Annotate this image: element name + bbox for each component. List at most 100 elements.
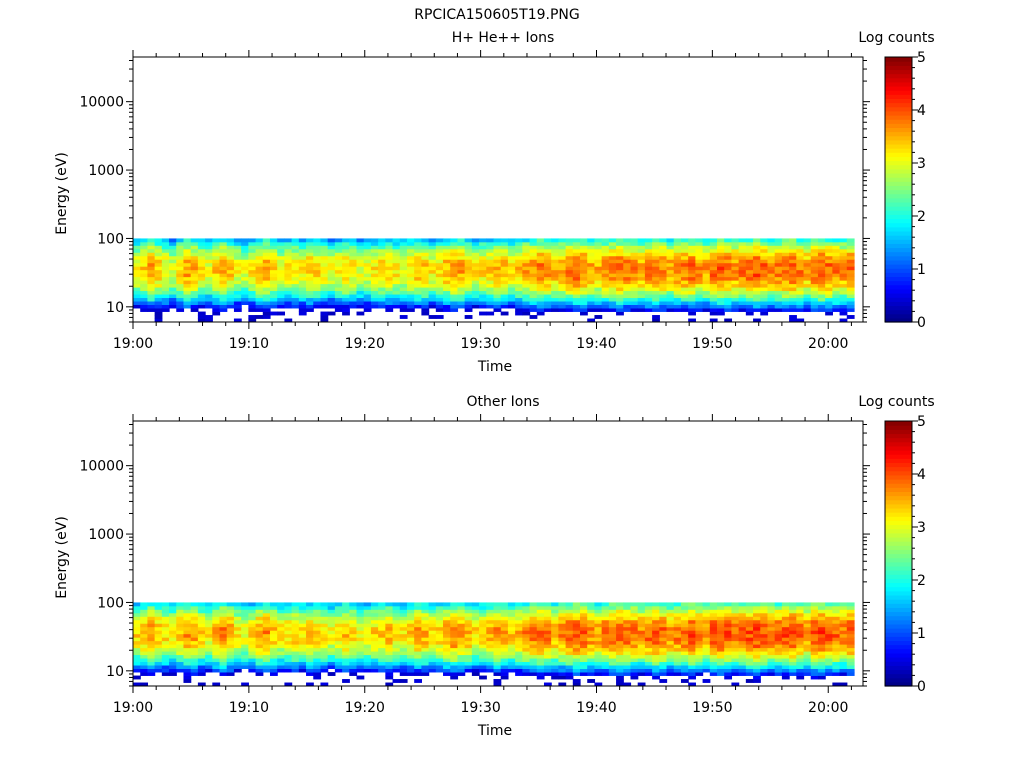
panel1-energy-cell <box>623 280 632 285</box>
panel2-energy-cell <box>320 630 329 635</box>
panel1-energy-cell <box>406 308 415 312</box>
panel2-energy-cell <box>529 665 538 669</box>
panel1-energy-cell <box>558 297 567 302</box>
panel2-energy-cell <box>363 623 372 628</box>
panel2-energy-cell <box>543 605 552 610</box>
panel1-energy-cell <box>623 308 632 312</box>
panel1-energy-cell <box>342 248 350 253</box>
panel1-energy-cell <box>817 255 826 260</box>
panel1-energy-cell <box>161 238 170 243</box>
panel1-energy-cell <box>255 241 264 246</box>
panel2-energy-cell <box>140 630 149 635</box>
panel1-energy-cell <box>421 297 430 302</box>
panel1-energy-cell <box>753 294 761 299</box>
panel1-energy-cell <box>580 255 588 260</box>
panel1-energy-cell <box>637 241 646 246</box>
panel1-energy-cell <box>277 266 286 271</box>
panel1-energy-cell <box>183 245 192 250</box>
panel2-energy-cell <box>161 651 170 656</box>
panel1-energy-cell <box>587 255 596 260</box>
panel2-energy-cell <box>702 630 711 635</box>
panel1-energy-cell <box>695 301 704 305</box>
panel1-energy-cell <box>731 241 740 246</box>
panel1-energy-cell <box>587 276 596 281</box>
panel1-energy-cell <box>241 269 249 274</box>
panel2-energy-cell <box>839 665 848 669</box>
panel2-energy-cell <box>616 665 624 669</box>
panel1-colorbar-segment <box>885 293 912 298</box>
panel2-energy-cell <box>147 658 156 663</box>
panel2-energy-cell <box>724 644 733 649</box>
panel1-energy-cell <box>515 280 523 285</box>
panel1-energy-cell <box>248 269 257 274</box>
panel2-energy-cell <box>226 658 235 663</box>
panel2-energy-cell <box>327 661 336 666</box>
panel1-energy-cell <box>212 290 221 295</box>
panel2-energy-cell <box>255 665 264 669</box>
panel1-energy-cell <box>486 276 495 281</box>
panel2-energy-cell <box>803 619 812 624</box>
panel1-energy-cell <box>587 245 596 250</box>
panel1-energy-cell <box>133 280 141 285</box>
panel2-energy-cell <box>493 651 502 656</box>
panel1-energy-cell <box>169 248 177 253</box>
panel2-energy-cell <box>767 626 776 631</box>
panel1-energy-cell <box>493 273 502 278</box>
panel1-energy-cell <box>284 248 293 253</box>
panel1-energy-cell <box>183 273 192 278</box>
panel2-energy-cell <box>580 672 588 676</box>
panel2-energy-cell <box>817 644 826 649</box>
panel2-energy-cell <box>428 654 437 659</box>
panel2-energy-cell <box>399 658 408 663</box>
panel2-energy-cell <box>551 665 559 669</box>
panel2-energy-cell <box>543 647 552 652</box>
panel2-energy-cell <box>673 654 682 659</box>
panel2-energy-cell <box>846 672 855 676</box>
panel1-energy-cell <box>774 252 783 257</box>
panel1-energy-cell <box>832 301 841 305</box>
panel1-energy-cell <box>666 259 675 264</box>
panel2-energy-cell <box>140 626 149 631</box>
panel2-energy-cell <box>176 619 185 624</box>
panel2-energy-cell <box>587 668 596 673</box>
panel1-energy-cell <box>738 241 747 246</box>
panel1-energy-cell <box>608 276 617 281</box>
panel1-energy-cell <box>493 269 502 274</box>
panel1-energy-cell <box>688 276 696 281</box>
panel2-energy-cell <box>161 644 170 649</box>
panel1-energy-cell <box>803 294 812 299</box>
panel2-energy-cell <box>507 661 516 666</box>
panel2-energy-cell <box>529 668 538 673</box>
panel1-energy-cell <box>717 290 725 295</box>
panel2-energy-cell <box>277 612 286 617</box>
panel1-energy-cell <box>313 252 322 257</box>
panel2-energy-cell <box>680 672 689 676</box>
panel2-energy-cell <box>197 658 206 663</box>
panel2-energy-cell <box>753 640 761 645</box>
panel2-energy-cell <box>587 672 596 676</box>
panel2-energy-cell <box>291 640 300 645</box>
panel2-energy-cell <box>789 623 797 628</box>
panel2-energy-cell <box>767 644 776 649</box>
panel1-energy-cell <box>810 294 819 299</box>
panel1-energy-cell <box>565 238 574 243</box>
panel2-energy-cell <box>846 626 855 631</box>
panel1-energy-cell <box>587 241 596 246</box>
panel2-energy-cell <box>709 644 718 649</box>
panel1-colorbar-segment <box>885 284 912 290</box>
panel2-energy-cell <box>450 626 459 631</box>
panel1-energy-cell <box>709 294 718 299</box>
panel2-energy-cell <box>781 626 790 631</box>
panel1-energy-cell <box>313 269 322 274</box>
panel2-energy-cell <box>817 661 826 666</box>
panel1-energy-cell <box>385 308 394 312</box>
panel2-energy-cell <box>688 651 696 656</box>
panel2-x-tick-label: 20:00 <box>808 700 848 716</box>
panel2-energy-cell <box>443 651 451 656</box>
panel2-energy-cell <box>262 616 271 621</box>
panel2-energy-cell <box>709 661 718 666</box>
panel2-energy-cell <box>169 672 177 676</box>
panel2-energy-cell <box>140 637 149 642</box>
panel2-energy-cell <box>443 616 451 621</box>
panel2-energy-cell <box>140 672 149 676</box>
